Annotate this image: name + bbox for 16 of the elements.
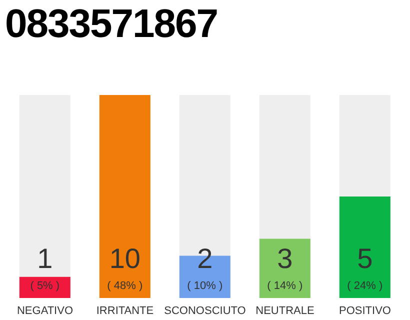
data-label: ( 14% ) [267, 280, 303, 292]
x-tick-label: IRRITANTE [96, 304, 154, 317]
annotation: 1 [37, 243, 53, 274]
annotation: 10 [109, 243, 140, 274]
x-tick-label: POSITIVO [339, 304, 392, 317]
x-tick-label: NEUTRALE [256, 304, 314, 317]
bar [19, 276, 70, 298]
data-label: ( 5% ) [30, 280, 60, 292]
data-label: ( 10% ) [187, 280, 223, 292]
data-label: ( 48% ) [107, 280, 143, 292]
annotation: 5 [357, 243, 373, 274]
x-tick-label: NEGATIVO [16, 304, 74, 317]
chart-title: 0833571867 [5, 1, 218, 48]
annotation: 3 [277, 243, 293, 274]
x-tick-label: SCONOSCIUTO [164, 304, 246, 317]
data-label: ( 24% ) [347, 280, 383, 292]
